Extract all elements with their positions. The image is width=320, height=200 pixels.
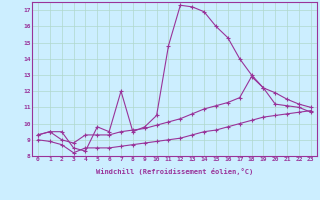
- X-axis label: Windchill (Refroidissement éolien,°C): Windchill (Refroidissement éolien,°C): [96, 168, 253, 175]
